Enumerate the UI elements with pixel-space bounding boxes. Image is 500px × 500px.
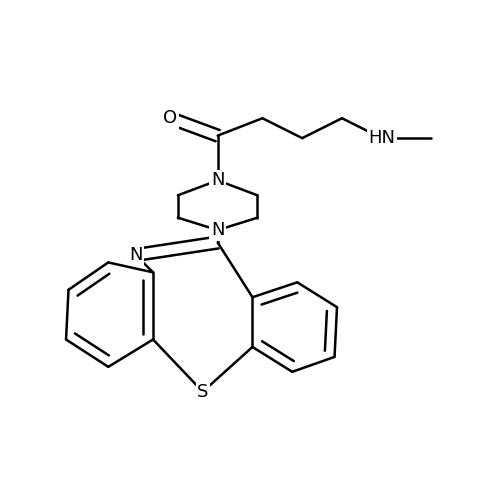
Text: S: S xyxy=(197,382,208,400)
Text: N: N xyxy=(211,221,224,239)
Text: HN: HN xyxy=(368,129,396,147)
Text: N: N xyxy=(211,172,224,190)
Text: O: O xyxy=(164,109,177,127)
Text: N: N xyxy=(129,246,142,264)
